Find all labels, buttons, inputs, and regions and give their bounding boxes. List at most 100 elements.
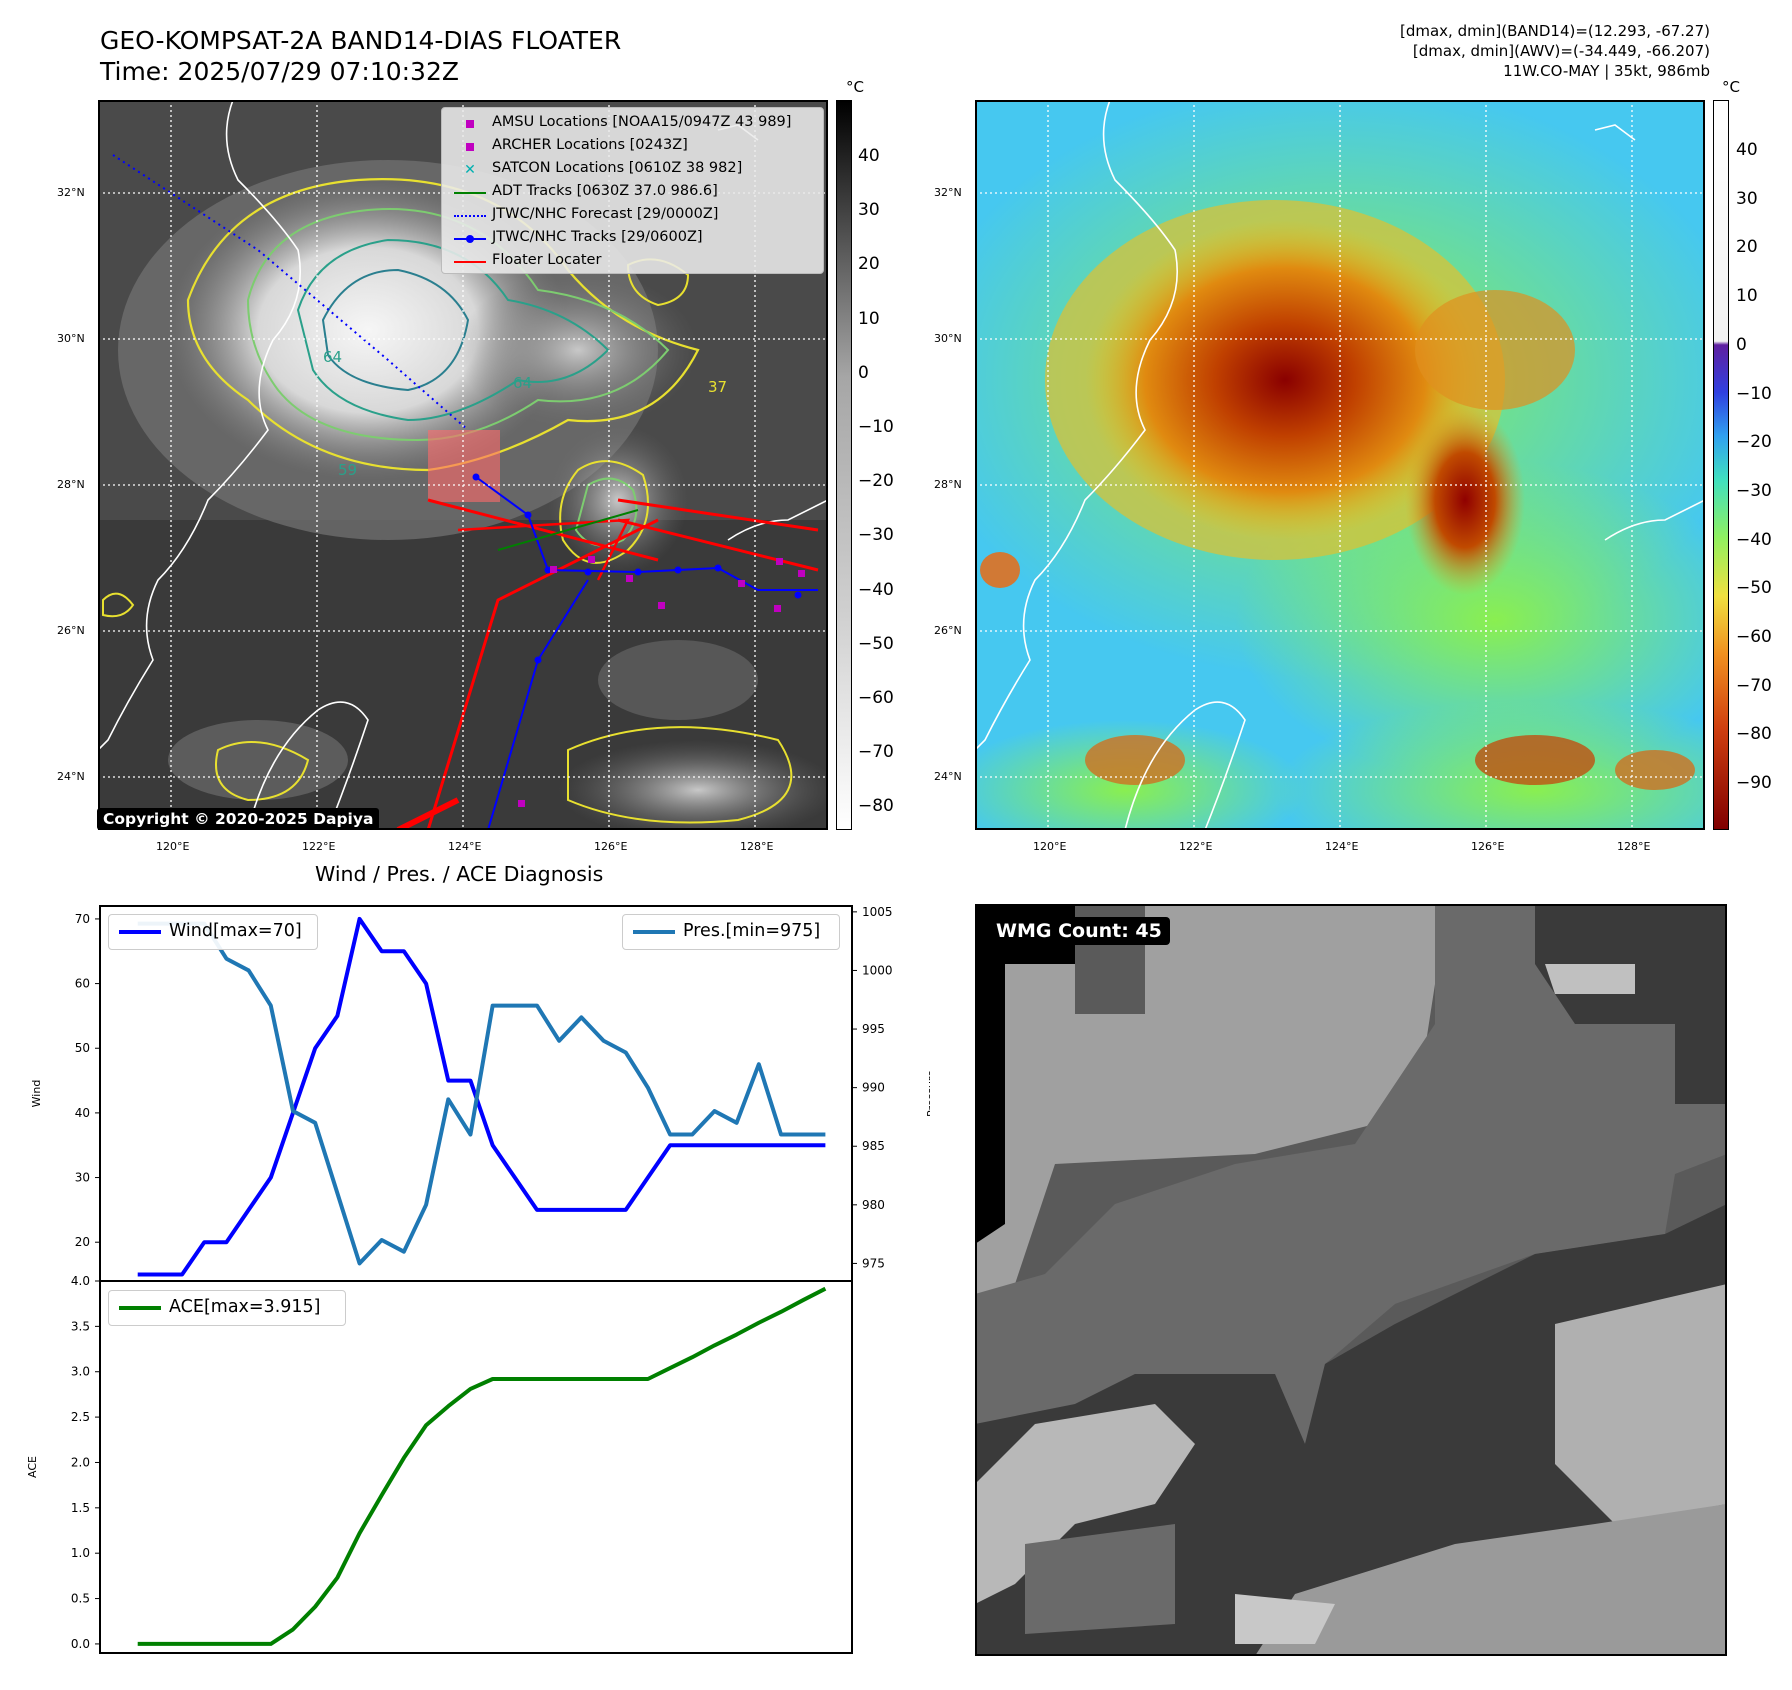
ace-series-line <box>137 1286 827 1646</box>
map-gridlines <box>975 100 1705 830</box>
floater-locater-box <box>428 430 500 502</box>
lat-tick: 28°N <box>934 478 962 491</box>
awv-colorbar-tick: −60 <box>1736 627 1772 647</box>
lat-tick: 28°N <box>57 478 85 491</box>
figure-title: GEO-KOMPSAT-2A BAND14-DIAS FLOATER <box>100 26 622 55</box>
contour-label: 37 <box>708 378 727 396</box>
wind-tick-label: 60 <box>75 977 90 991</box>
legend-pressure: Pres.[min=975] <box>622 914 840 950</box>
ace-tick-label: 4.0 <box>71 1274 90 1288</box>
lon-tick: 122°E <box>1179 840 1213 853</box>
ir-colorbar-tick: −30 <box>858 525 894 546</box>
awv-colorbar-tick: 10 <box>1736 286 1758 307</box>
pressure-tick-label: 995 <box>862 1022 885 1036</box>
map-legend: AMSU Locations [NOAA15/0947Z 43 989] ARC… <box>441 107 824 274</box>
wmg-panel[interactable] <box>975 904 1727 1656</box>
wind-tick-label: 70 <box>75 912 90 926</box>
lon-tick: 126°E <box>1471 840 1505 853</box>
awv-colorbar-tick: −40 <box>1736 529 1772 550</box>
copyright-badge: Copyright © 2020-2025 Dapiya <box>97 808 380 830</box>
legend-item-archer: ARCHER Locations [0243Z] <box>442 136 823 158</box>
ace-tick-label: 1.5 <box>71 1501 90 1515</box>
coastline-china <box>975 100 1178 751</box>
legend-item-jtwc: JTWC/NHC Tracks [29/0600Z] <box>442 228 823 250</box>
ir-colorbar-tick: −60 <box>858 688 894 708</box>
ace-tick-label: 2.0 <box>71 1455 90 1469</box>
legend-item-adt: ADT Tracks [0630Z 37.0 986.6] <box>442 182 823 204</box>
lon-tick: 128°E <box>740 840 774 853</box>
ir-colorbar-tick: 0 <box>858 362 869 383</box>
wind-series-line <box>137 916 826 1277</box>
pressure-series-line <box>137 921 826 1266</box>
colorbar-unit: °C <box>1722 78 1740 96</box>
awv-colorbar-tick: 20 <box>1736 237 1758 258</box>
diagnosis-charts[interactable]: 20 30 40 50 60 70 975 980 985 990 995 1000 1005 Wind P… <box>0 890 930 1680</box>
contour-label: 64 <box>323 348 342 366</box>
wmg-count-badge: WMG Count: 45 <box>988 917 1170 945</box>
wind-tick-label: 20 <box>75 1235 90 1249</box>
ace-axes-frame <box>99 1280 853 1654</box>
ir-colorbar-tick: −20 <box>858 471 894 492</box>
contour-yellow <box>186 178 700 472</box>
awv-colorbar-tick: −80 <box>1736 724 1772 745</box>
coastline-taiwan <box>247 701 369 830</box>
jtwc-track-points <box>472 473 802 664</box>
lon-tick: 126°E <box>594 840 628 853</box>
wind-pressure-plot: 20 30 40 50 60 70 975 980 985 990 995 1000 1005 Wind P… <box>30 905 930 1282</box>
ace-axis-label: ACE <box>26 1456 39 1478</box>
awv-colorbar-tick: −30 <box>1736 480 1772 501</box>
legend-item-floater: Floater Locater <box>442 251 823 273</box>
awv-colorbar-tick: −70 <box>1736 675 1772 696</box>
contour-teal <box>296 238 610 422</box>
colorbar-unit: °C <box>846 78 864 96</box>
ace-tick-label: 2.5 <box>71 1410 90 1424</box>
jtwc-forecast-track <box>112 154 469 431</box>
lat-tick: 30°N <box>57 332 85 345</box>
lat-tick: 30°N <box>934 332 962 345</box>
lon-tick: 120°E <box>1033 840 1067 853</box>
lat-tick: 24°N <box>57 770 85 783</box>
ace-tick-label: 1.0 <box>71 1546 90 1560</box>
pressure-tick-label: 975 <box>862 1256 885 1270</box>
lat-tick: 24°N <box>934 770 962 783</box>
awv-colorbar <box>1713 100 1729 830</box>
ir-colorbar-tick: −10 <box>858 417 894 437</box>
pressure-tick-label: 1005 <box>862 905 893 919</box>
pressure-axis-label: Pressure <box>925 1070 930 1117</box>
pressure-tick-label: 985 <box>862 1139 885 1153</box>
ir-colorbar-tick: −50 <box>858 633 894 654</box>
ace-tick-label: 3.0 <box>71 1365 90 1379</box>
ir-colorbar-tick: 40 <box>858 146 880 166</box>
awv-colorbar-tick: −90 <box>1736 773 1772 794</box>
ir-colorbar-tick: 30 <box>858 200 880 221</box>
contour-label: 59 <box>338 461 357 479</box>
wmg-region-light <box>975 904 1435 1304</box>
contour-green <box>246 208 670 442</box>
lon-tick: 122°E <box>302 840 336 853</box>
legend-wind: Wind[max=70] <box>108 914 318 950</box>
adt-track <box>497 509 639 551</box>
amsu-archer-markers <box>518 556 805 807</box>
pressure-tick-label: 990 <box>862 1081 885 1095</box>
awv-colorbar-tick: 30 <box>1736 188 1758 209</box>
legend-ace: ACE[max=3.915] <box>108 1290 346 1326</box>
ir-colorbar-tick: −80 <box>858 796 894 817</box>
ir-colorbar-tick: −40 <box>858 579 894 600</box>
wind-tick-label: 30 <box>75 1171 90 1185</box>
contour-label: 64 <box>513 374 532 392</box>
lat-tick: 26°N <box>934 624 962 637</box>
legend-item-amsu: AMSU Locations [NOAA15/0947Z 43 989] <box>442 113 823 135</box>
lon-tick: 128°E <box>1617 840 1651 853</box>
ace-tick-label: 0.5 <box>71 1592 90 1606</box>
diagnosis-title: Wind / Pres. / ACE Diagnosis <box>315 862 604 886</box>
awv-colorbar-tick: −50 <box>1736 578 1772 599</box>
wind-axis-label: Wind <box>30 1080 43 1108</box>
ir-colorbar-tick: 10 <box>858 308 880 329</box>
lat-tick: 32°N <box>934 186 962 199</box>
ace-tick-label: 3.5 <box>71 1319 90 1333</box>
pressure-tick-label: 980 <box>862 1198 885 1212</box>
coastline-china <box>98 100 301 751</box>
awv-colorbar-tick: −20 <box>1736 432 1772 453</box>
awv-map[interactable] <box>975 100 1705 830</box>
floater-track <box>427 498 659 562</box>
